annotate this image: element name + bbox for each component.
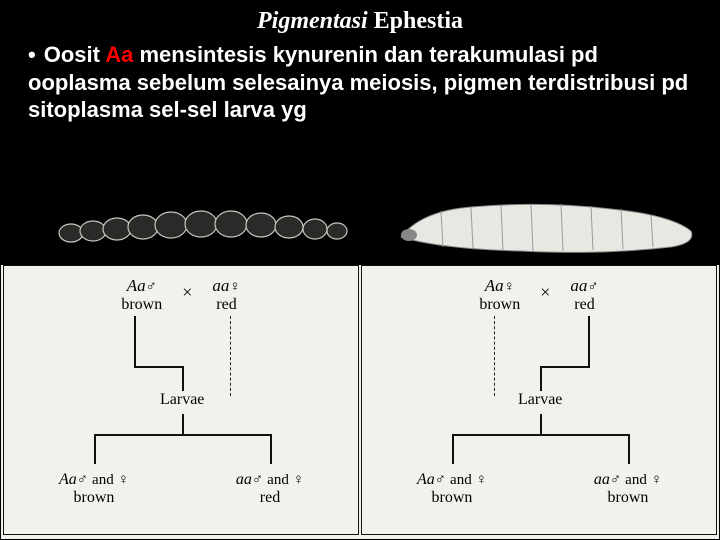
larvae-label: Larvae xyxy=(512,391,568,409)
line xyxy=(540,414,542,434)
larvae-label: Larvae xyxy=(154,391,210,409)
geno: Aa xyxy=(485,276,504,295)
parent1-right: Aa♀ brown xyxy=(479,276,520,314)
parent2-right: aa♂ red xyxy=(570,276,598,314)
sex-symbol: ♂ xyxy=(587,279,598,295)
geno: aa xyxy=(236,471,252,488)
geno: Aa xyxy=(127,276,146,295)
bullet-highlight: Aa xyxy=(105,42,133,67)
cross-symbol: × xyxy=(182,276,192,303)
line xyxy=(588,316,590,366)
sex-symbol: ♂ xyxy=(77,472,88,488)
sex-symbol: ♀ xyxy=(293,472,304,488)
title-normal: Ephestia xyxy=(368,8,463,34)
pheno: red xyxy=(570,296,598,314)
sex-symbol: ♀ xyxy=(504,279,515,295)
pheno: brown xyxy=(479,296,520,314)
offspring2-right: aa♂ and ♀ brown xyxy=(548,471,708,507)
pheno: red xyxy=(190,489,350,507)
pheno: red xyxy=(212,296,240,314)
line xyxy=(452,434,454,464)
sex-symbol: ♂ xyxy=(252,472,263,488)
pheno: brown xyxy=(14,489,174,507)
parent-row-left: Aa♂ brown × aa♀ red xyxy=(4,276,358,314)
and-text: and xyxy=(625,472,647,488)
bullet-marker: • xyxy=(28,41,36,69)
line xyxy=(452,434,630,436)
offspring1-right: Aa♂ and ♀ brown xyxy=(372,471,532,507)
genetics-figure: Aa♂ brown × aa♀ red Larvae Aa♂ and ♀ xyxy=(0,186,720,540)
cross-panel-right: Aa♀ brown × aa♂ red Larvae Aa♂ and ♀ xyxy=(361,265,717,535)
geno: aa xyxy=(570,276,587,295)
bullet-before: Oosit xyxy=(44,42,106,67)
sex-symbol: ♀ xyxy=(118,472,129,488)
slide-title: Pigmentasi Ephestia xyxy=(0,0,720,35)
light-larva-icon xyxy=(401,204,692,252)
pheno: brown xyxy=(121,296,162,314)
pheno: brown xyxy=(372,489,532,507)
offspring2-left: aa♂ and ♀ red xyxy=(190,471,350,507)
sex-symbol: ♀ xyxy=(651,472,662,488)
line xyxy=(94,434,272,436)
geno: Aa xyxy=(417,471,435,488)
sex-symbol: ♀ xyxy=(229,279,240,295)
sex-symbol: ♀ xyxy=(476,472,487,488)
and-text: and xyxy=(92,472,114,488)
larvae-image-band xyxy=(1,187,719,265)
parent1-left: Aa♂ brown xyxy=(121,276,162,314)
parent2-left: aa♀ red xyxy=(212,276,240,314)
dark-larva-icon xyxy=(59,211,347,242)
offspring1-left: Aa♂ and ♀ brown xyxy=(14,471,174,507)
dashed-line xyxy=(494,316,495,396)
geno: aa xyxy=(212,276,229,295)
line xyxy=(540,366,590,368)
line xyxy=(270,434,272,464)
sex-symbol: ♂ xyxy=(435,472,446,488)
and-text: and xyxy=(267,472,289,488)
line xyxy=(182,414,184,434)
line xyxy=(134,366,184,368)
cross-panel-left: Aa♂ brown × aa♀ red Larvae Aa♂ and ♀ xyxy=(3,265,359,535)
and-text: and xyxy=(450,472,472,488)
line xyxy=(94,434,96,464)
sex-symbol: ♂ xyxy=(146,279,157,295)
pheno: brown xyxy=(548,489,708,507)
sex-symbol: ♂ xyxy=(610,472,621,488)
title-italic: Pigmentasi xyxy=(257,8,368,34)
bullet-text: • Oosit Aa mensintesis kynurenin dan ter… xyxy=(0,35,720,124)
geno: aa xyxy=(594,471,610,488)
geno: Aa xyxy=(59,471,77,488)
parent-row-right: Aa♀ brown × aa♂ red xyxy=(362,276,716,314)
line xyxy=(134,316,136,366)
line xyxy=(628,434,630,464)
cross-symbol: × xyxy=(540,276,550,303)
dashed-line xyxy=(230,316,231,396)
